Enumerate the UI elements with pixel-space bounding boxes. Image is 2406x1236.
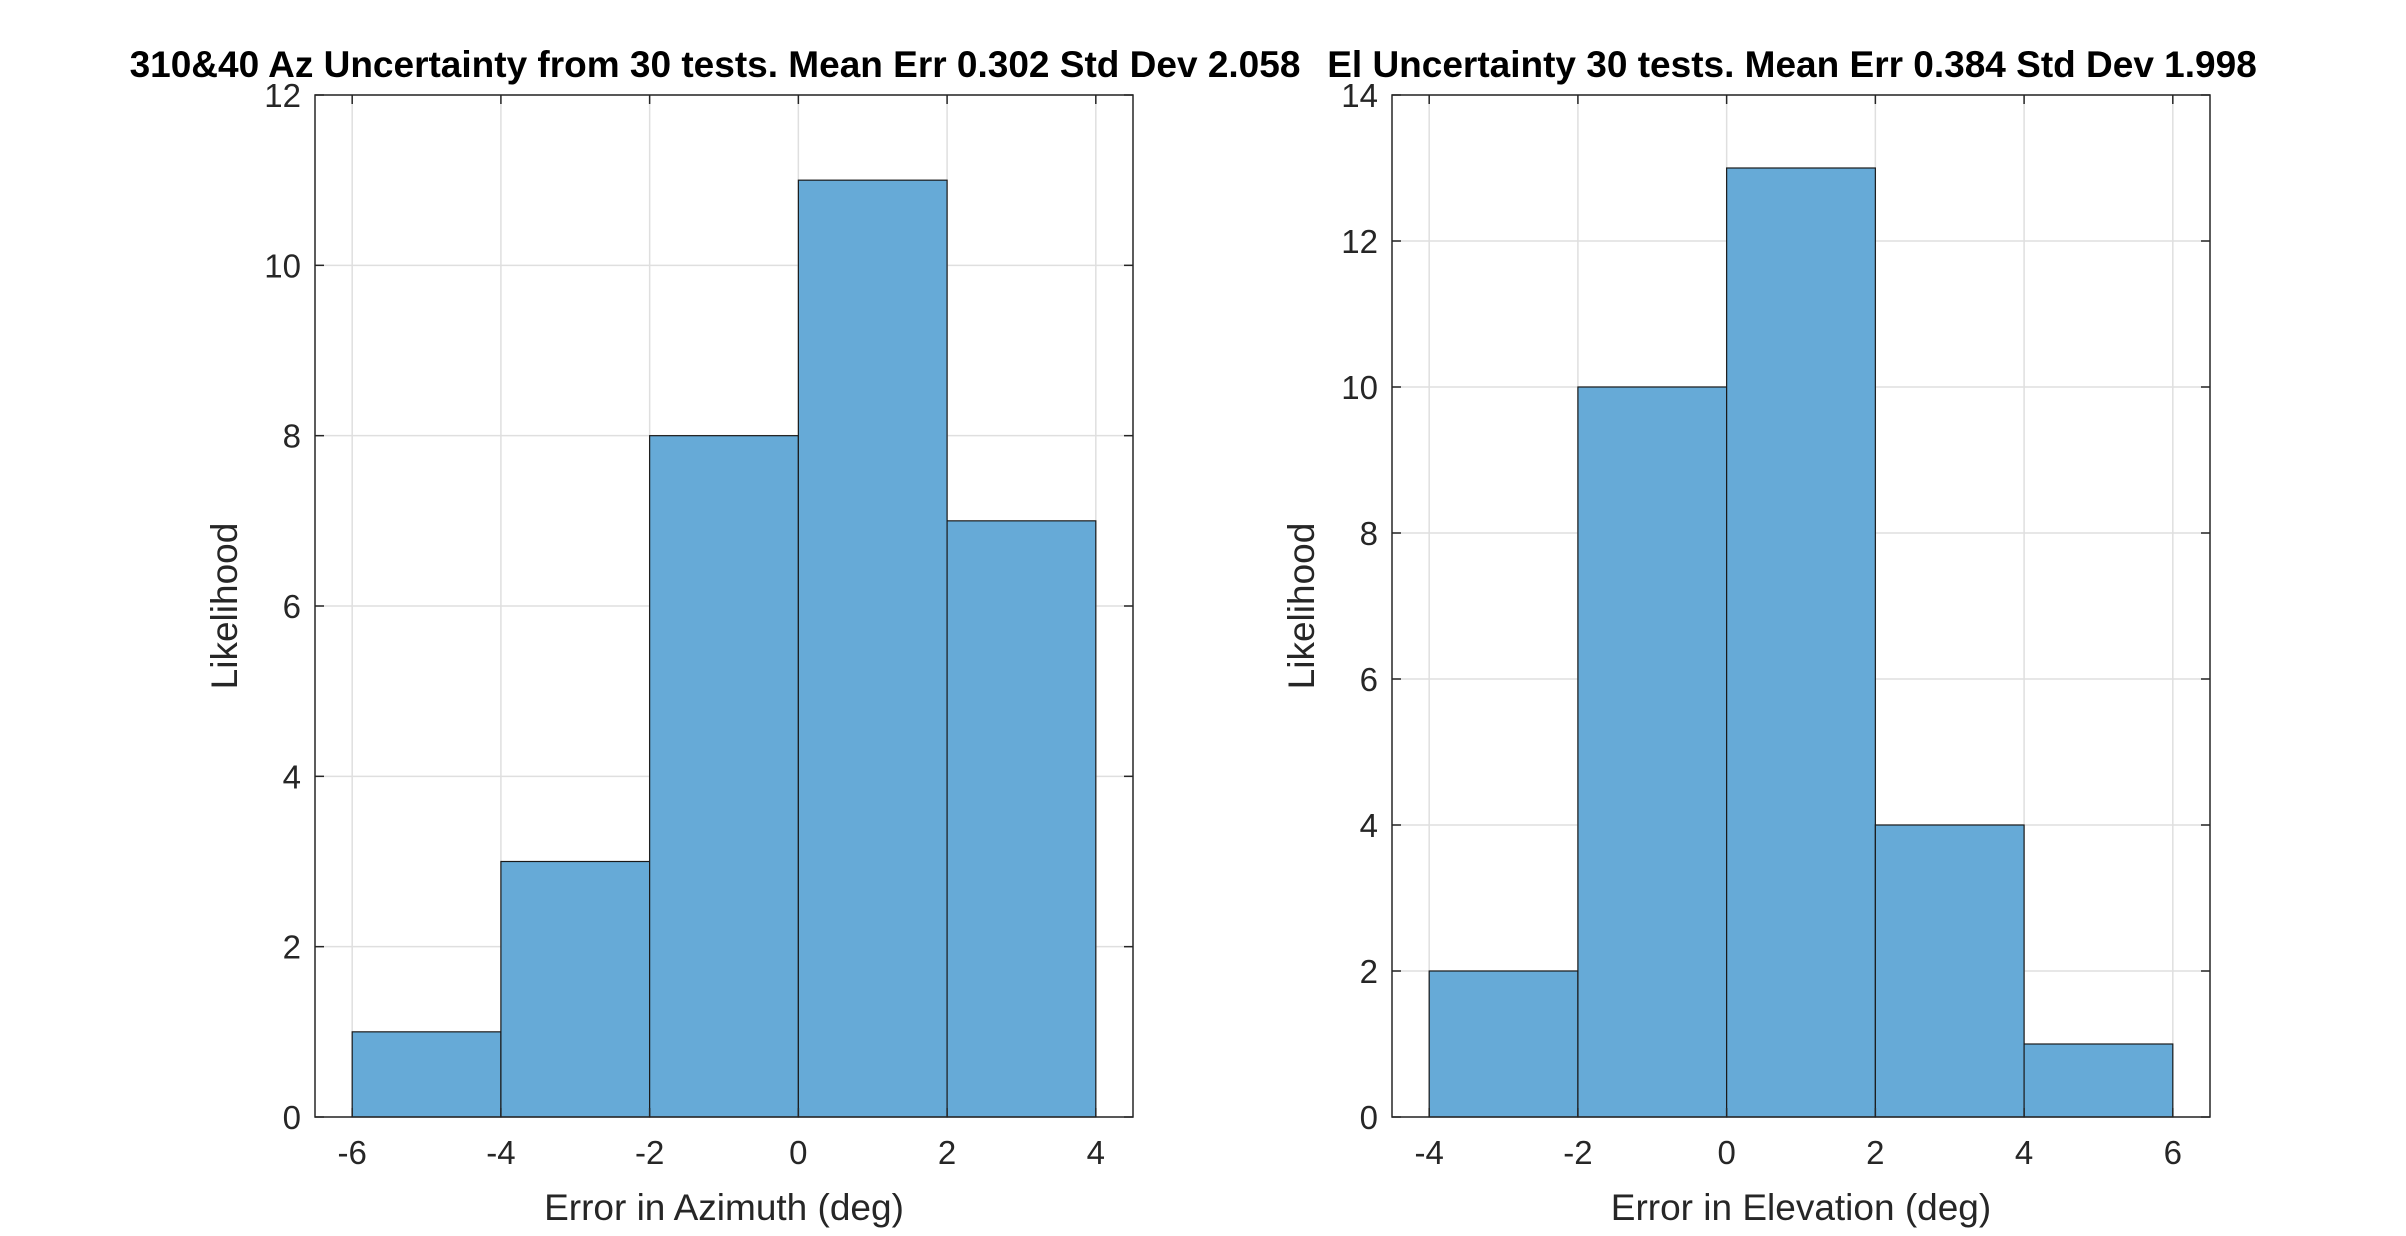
subplot-elevation: -4 -2 0 2 4 6 0 2 4 6 8 10 12 14 El Uncertainty 30 te…	[1281, 44, 2257, 1228]
x-tick-label-azimuth: -2	[635, 1134, 664, 1171]
x-tick-label-elevation: 0	[1717, 1134, 1735, 1171]
y-tick-label-azimuth: 2	[283, 929, 301, 966]
x-axis-label-elevation: Error in Elevation (deg)	[1611, 1187, 1991, 1228]
y-tick-label-elevation: 12	[1341, 223, 1378, 260]
y-tick-label-azimuth: 6	[283, 588, 301, 625]
subplot-azimuth: -6 -4 -2 0 2 4 0 2 4 6 8 10 12 310&40 Az Uncertainty…	[130, 44, 1301, 1228]
ticks-azimuth: -6 -4 -2 0 2 4 0 2 4 6 8 10 12	[264, 77, 1133, 1171]
chart-title-azimuth: 310&40 Az Uncertainty from 30 tests. Mea…	[130, 44, 1301, 85]
y-tick-label-azimuth: 4	[283, 758, 301, 795]
y-axis-label-azimuth: Likelihood	[204, 523, 245, 690]
y-tick-label-azimuth: 0	[283, 1099, 301, 1136]
x-axis-label-azimuth: Error in Azimuth (deg)	[544, 1187, 904, 1228]
y-axis-label-elevation: Likelihood	[1281, 523, 1322, 690]
x-tick-label-azimuth: 4	[1087, 1134, 1105, 1171]
y-tick-label-elevation: 14	[1341, 77, 1378, 114]
y-tick-label-elevation: 6	[1360, 661, 1378, 698]
y-tick-label-azimuth: 10	[264, 247, 301, 284]
y-tick-label-azimuth: 12	[264, 77, 301, 114]
x-tick-label-elevation: 2	[1866, 1134, 1884, 1171]
histogram-bar-elevation	[1874, 824, 2025, 1118]
chart-title-elevation: El Uncertainty 30 tests. Mean Err 0.384 …	[1327, 44, 2257, 85]
bars-azimuth	[351, 179, 1097, 1118]
axes-frame-elevation	[1391, 94, 2211, 1118]
ticks-elevation: -4 -2 0 2 4 6 0 2 4 6 8 10 12 14	[1341, 77, 2210, 1171]
histogram-bar-azimuth	[946, 520, 1097, 1118]
histogram-bar-elevation	[1577, 386, 1728, 1118]
histogram-bar-elevation	[1428, 970, 1579, 1118]
histogram-bar-azimuth	[797, 179, 948, 1118]
x-tick-label-elevation: 6	[2164, 1134, 2182, 1171]
x-tick-label-elevation: -2	[1563, 1134, 1592, 1171]
histogram-bar-elevation	[1726, 167, 1876, 1118]
x-tick-label-azimuth: -6	[338, 1134, 367, 1171]
y-tick-label-elevation: 0	[1360, 1099, 1378, 1136]
y-tick-label-elevation: 8	[1360, 515, 1378, 552]
histogram-bar-azimuth	[649, 435, 799, 1118]
x-tick-label-azimuth: -4	[486, 1134, 515, 1171]
axes-box-elevation	[1391, 94, 2211, 1118]
histogram-bar-azimuth	[351, 1031, 502, 1118]
y-tick-label-elevation: 4	[1360, 807, 1378, 844]
x-tick-label-elevation: -4	[1415, 1134, 1444, 1171]
bars-elevation	[1428, 167, 2174, 1118]
y-tick-label-elevation: 10	[1341, 369, 1378, 406]
histogram-bar-elevation	[2023, 1043, 2174, 1118]
x-tick-label-elevation: 4	[2015, 1134, 2033, 1171]
x-tick-label-azimuth: 2	[938, 1134, 956, 1171]
histogram-bar-azimuth	[500, 860, 651, 1118]
y-tick-label-azimuth: 8	[283, 418, 301, 455]
x-tick-label-azimuth: 0	[789, 1134, 807, 1171]
y-tick-label-elevation: 2	[1360, 953, 1378, 990]
